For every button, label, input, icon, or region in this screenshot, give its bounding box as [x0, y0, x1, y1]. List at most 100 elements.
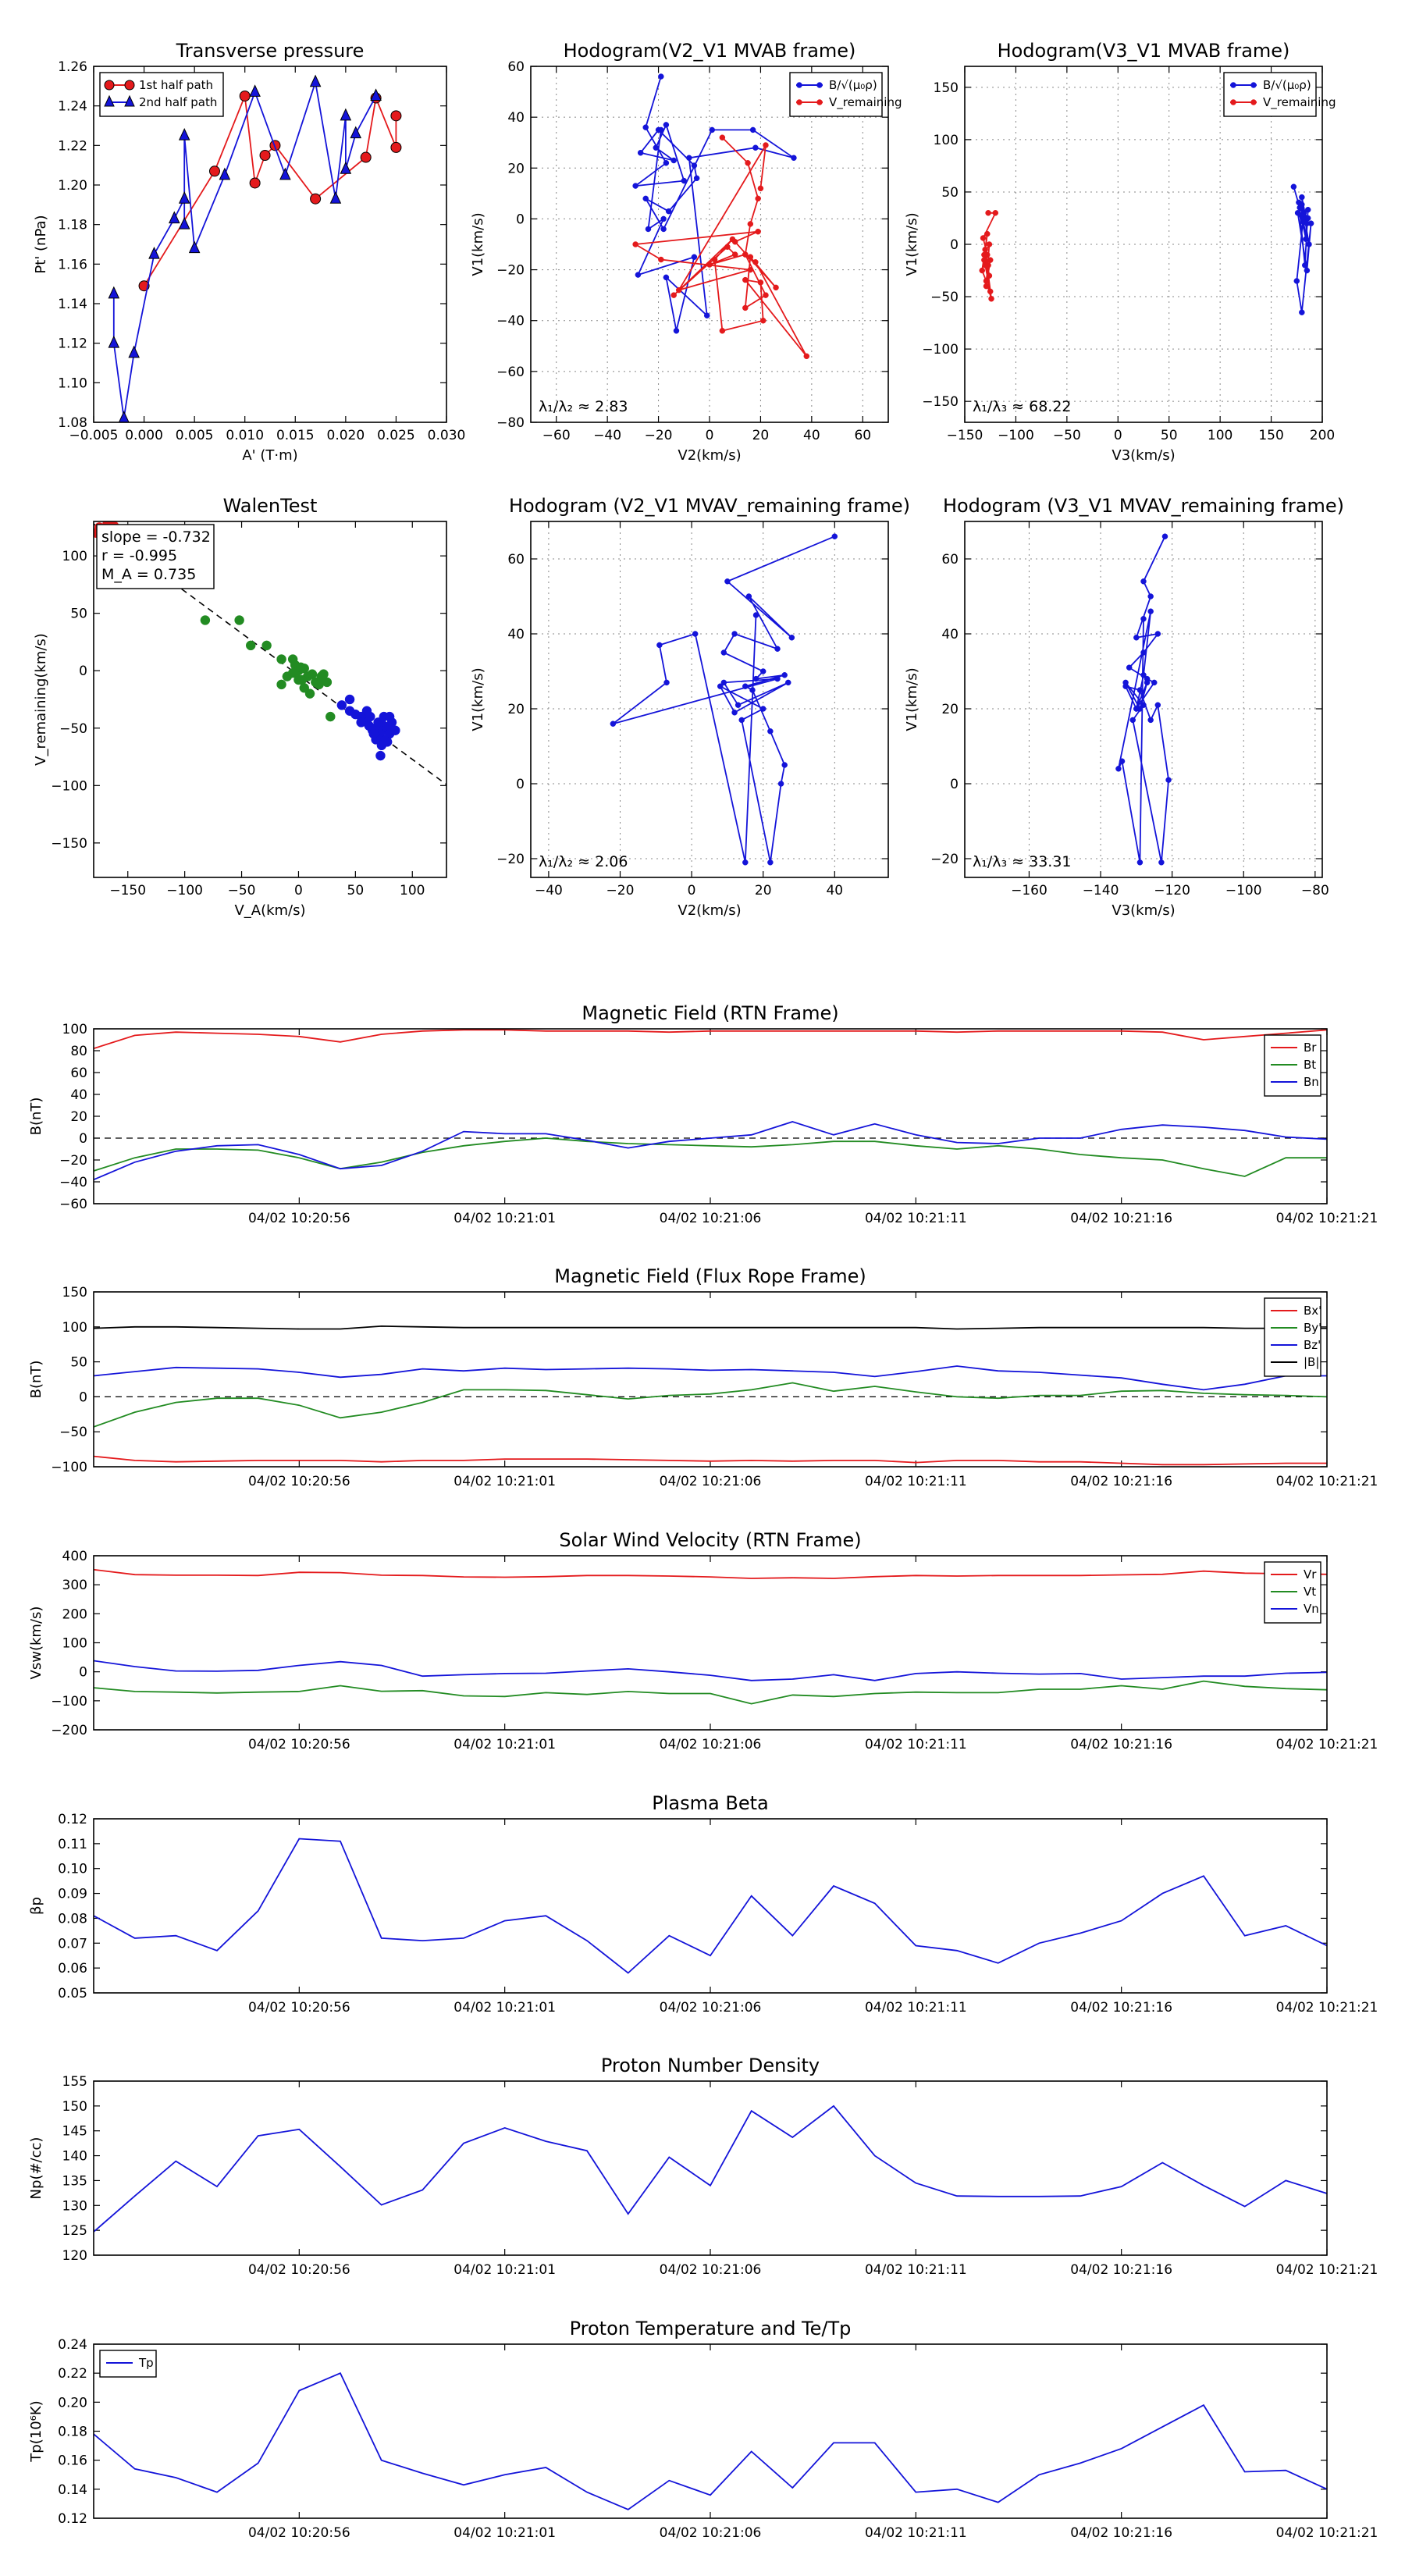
- x-tick-label: 0.030: [428, 428, 466, 443]
- y-tick-label: 20: [941, 702, 959, 717]
- time-tick-label: 04/02 10:21:01: [454, 2525, 556, 2541]
- data-point: [788, 635, 795, 641]
- x-tick-label: 60: [854, 428, 871, 443]
- axes-frame: [530, 521, 889, 878]
- y-tick-label: 0.24: [58, 2337, 87, 2353]
- data-point: [1297, 212, 1304, 219]
- data-point: [670, 157, 677, 164]
- x-tick-label: −120: [1154, 883, 1190, 898]
- legend-entry: Tp: [138, 2356, 154, 2370]
- data-point: [299, 683, 309, 693]
- data-point: [663, 274, 670, 281]
- legend-marker: [816, 82, 823, 88]
- y-axis-label: V1(km/s): [470, 212, 486, 276]
- stats-line: M_A = 0.735: [101, 566, 196, 583]
- y-tick-label: 135: [62, 2173, 87, 2189]
- data-point: [660, 215, 667, 222]
- data-point: [982, 246, 988, 253]
- y-tick-label: −60: [59, 1197, 87, 1212]
- x-tick-label: 0.025: [377, 428, 415, 443]
- data-point: [1147, 608, 1154, 614]
- x-tick-label: −140: [1083, 883, 1119, 898]
- data-point: [169, 211, 180, 224]
- x-tick-label: −80: [1301, 883, 1329, 898]
- axes-frame: [93, 1291, 1328, 1468]
- data-point: [731, 710, 738, 716]
- series-line-Br: [94, 1029, 1327, 1050]
- data-point: [1136, 687, 1144, 693]
- data-point: [773, 284, 779, 291]
- y-tick-label: 0.07: [58, 1936, 87, 1952]
- data-point: [693, 175, 700, 182]
- legend: [789, 72, 883, 117]
- data-point: [670, 292, 677, 298]
- time-tick-label: 04/02 10:21:21: [1276, 1474, 1378, 1489]
- data-point: [390, 110, 402, 122]
- data-point: [752, 675, 759, 682]
- data-point: [660, 226, 667, 233]
- x-tick-label: −160: [1011, 883, 1048, 898]
- data-point: [774, 675, 781, 682]
- y-tick-label: 80: [70, 1044, 87, 1059]
- series-line-Bz': [94, 1365, 1327, 1391]
- data-point: [691, 162, 698, 169]
- y-tick-label: −150: [51, 836, 87, 852]
- y-tick-label: 0.08: [58, 1911, 87, 1927]
- data-point: [1299, 309, 1305, 315]
- data-point: [658, 73, 664, 80]
- y-tick-label: −40: [496, 314, 525, 329]
- eigenvalue-ratio: λ₁/λ₃ ≈ 68.22: [973, 398, 1072, 415]
- x-axis-label: A' (T·m): [242, 447, 297, 464]
- y-tick-label: 0: [516, 212, 525, 227]
- data-point: [178, 191, 190, 204]
- y-tick-label: 1.14: [58, 297, 87, 312]
- y-tick-label: 60: [507, 59, 525, 75]
- y-axis-label: βp: [28, 1897, 44, 1915]
- data-point: [986, 241, 993, 247]
- time-tick-label: 04/02 10:21:06: [660, 2262, 762, 2278]
- data-point: [1304, 206, 1311, 213]
- data-point: [984, 230, 991, 237]
- data-point: [368, 728, 379, 739]
- x-tick-label: −100: [166, 883, 203, 898]
- y-axis-label: V1(km/s): [904, 212, 920, 276]
- data-point: [777, 781, 784, 787]
- data-point: [642, 124, 649, 130]
- y-tick-label: 0.14: [58, 2482, 87, 2498]
- y-tick-label: 40: [70, 1087, 87, 1103]
- legend: [1223, 72, 1317, 117]
- eigenvalue-ratio: λ₁/λ₂ ≈ 2.06: [539, 853, 628, 870]
- y-tick-label: −20: [59, 1153, 87, 1169]
- data-point: [208, 165, 220, 177]
- data-point: [757, 185, 764, 192]
- y-tick-label: 100: [934, 133, 959, 148]
- data-point: [293, 674, 304, 685]
- data-point: [791, 155, 797, 162]
- x-tick-label: 40: [803, 428, 820, 443]
- time-tick-label: 04/02 10:21:01: [454, 1737, 556, 1752]
- plot-area: [94, 2105, 1327, 2233]
- x-tick-label: 0.005: [176, 428, 214, 443]
- y-tick-label: 1.20: [58, 178, 87, 194]
- data-point: [1140, 702, 1147, 708]
- data-point: [1290, 183, 1297, 190]
- y-axis-label: Np(#/cc): [28, 2137, 44, 2200]
- axes-frame: [93, 1818, 1328, 1994]
- series-line-0: [632, 76, 795, 331]
- chart-title: Proton Number Density: [601, 2055, 820, 2076]
- series-line-Bn: [94, 1121, 1327, 1181]
- plot-area: [108, 74, 402, 422]
- data-point: [376, 740, 387, 751]
- proton-number-density-chart: 120 125 130 135 140 145 150 155 Proton Number De…: [28, 2055, 1378, 2278]
- y-tick-label: −100: [51, 1460, 87, 1475]
- legend-marker: [1230, 82, 1236, 88]
- data-point: [719, 134, 726, 141]
- data-point: [287, 667, 298, 678]
- data-point: [803, 353, 810, 360]
- chart-title: Hodogram(V3_V1 MVAB frame): [998, 40, 1290, 62]
- y-tick-label: −100: [51, 778, 87, 794]
- data-point: [774, 646, 781, 652]
- x-tick-label: −0.005: [69, 428, 119, 443]
- data-point: [1140, 578, 1147, 585]
- x-tick-label: 100: [1208, 428, 1232, 443]
